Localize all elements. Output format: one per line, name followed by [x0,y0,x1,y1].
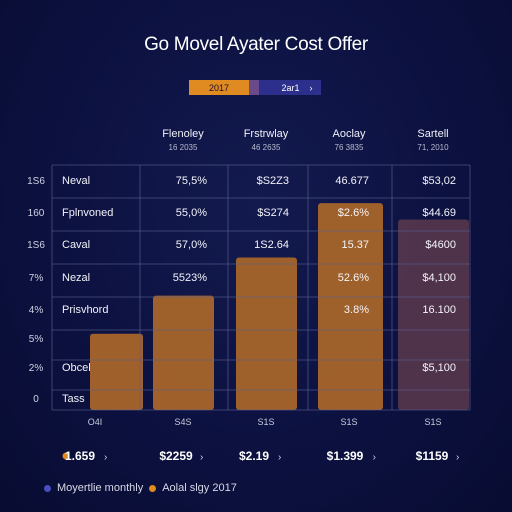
total-value-4: $1159 [416,449,449,463]
column-subheader-1: 46 2635 [252,143,281,152]
row-label-1: Fplnvoned [62,207,113,219]
chevron-right-icon: › [309,82,313,93]
data-cell-1-1: $S274 [257,207,289,219]
total-chevron-icon-3: › [373,452,376,463]
bar-4 [398,219,469,410]
column-subheader-3: 71, 2010 [417,143,449,152]
data-cell-0-3: $53,02 [422,175,456,187]
x-tick-3: S1S [340,417,357,427]
data-cell-6-3: $5,100 [422,362,456,374]
total-value-1: $2259 [159,449,193,463]
y-tick-4: 4% [29,305,44,316]
toggle-left-segment[interactable]: 2017 [189,80,249,95]
toggle-divider [249,80,259,95]
data-cell-1-3: $44.69 [422,207,456,219]
data-cell-3-3: $4,100 [422,272,456,284]
x-tick-1: S4S [174,417,191,427]
legend-swatch-monthly [44,484,51,492]
legend-swatch-annual [149,484,157,492]
bar-2 [236,257,297,410]
row-label-7: Tass [62,393,85,405]
data-cell-2-0: 57,0% [176,239,207,251]
toggle-right-segment[interactable]: 2ar1 › [259,80,321,95]
data-cell-0-1: $S2Z3 [257,175,289,187]
total-chevron-icon-1: › [200,452,203,463]
year-toggle[interactable]: 2017 2ar1 › [189,80,321,95]
bar-3 [318,203,383,410]
data-cell-2-3: $4600 [425,239,456,251]
bar-0 [90,333,143,410]
column-header-1: Frstrwlay [244,128,289,140]
data-cell-2-1: 1S2.64 [254,239,289,251]
x-tick-0: O4I [88,417,103,427]
y-tick-2: 1S6 [27,240,45,251]
row-label-0: Neval [62,175,90,187]
row-label-2: Caval [62,239,90,251]
legend-label-annual: Aolal slgy 2017 [162,482,237,494]
data-cell-4-3: 16.100 [422,304,456,316]
y-tick-7: 0 [33,394,39,405]
column-header-3: Sartell [417,128,448,140]
y-tick-0: 1S6 [27,176,45,187]
column-header-2: Aoclay [332,128,366,140]
total-chevron-icon-4: › [456,452,459,463]
column-header-0: Flenoley [162,128,204,140]
row-label-4: Prisvhord [62,304,108,316]
toggle-right-label: 2ar1 [281,82,300,93]
data-cell-0-2: 46.677 [335,175,369,187]
x-tick-4: S1S [424,417,441,427]
y-tick-5: 5% [29,334,44,345]
data-cell-1-0: 55,0% [176,207,207,219]
column-subheader-2: 76 3835 [335,143,364,152]
data-cell-1-2: $2.6% [338,207,369,219]
row-label-3: Nezal [62,272,90,284]
data-cell-3-2: 52.6% [338,272,369,284]
total-value-2: $2.19 [239,449,269,463]
y-tick-1: 160 [28,208,45,219]
y-tick-6: 2% [29,363,44,374]
column-subheader-0: 16 2035 [169,143,198,152]
data-cell-4-2: 3.8% [344,304,369,316]
total-value-3: $1.399 [327,449,364,463]
data-cell-2-2: 15.37 [341,239,369,251]
total-chevron-icon-0: › [104,452,107,463]
total-dot-icon [62,452,70,460]
data-cell-3-0: 5523% [173,272,207,284]
total-chevron-icon-2: › [278,452,281,463]
total-value-0: 1.659 [65,449,95,463]
chart-title: Go Movel Ayater Cost Offer [144,34,368,55]
y-tick-3: 7% [29,273,44,284]
legend: Moyertlie monthly Aolal slgy 2017 [44,482,237,494]
x-tick-2: S1S [257,417,274,427]
data-cell-0-0: 75,5% [176,175,207,187]
row-label-6: Obcel [62,362,91,374]
legend-label-monthly: Moyertlie monthly [57,482,144,494]
bar-1 [153,295,214,410]
